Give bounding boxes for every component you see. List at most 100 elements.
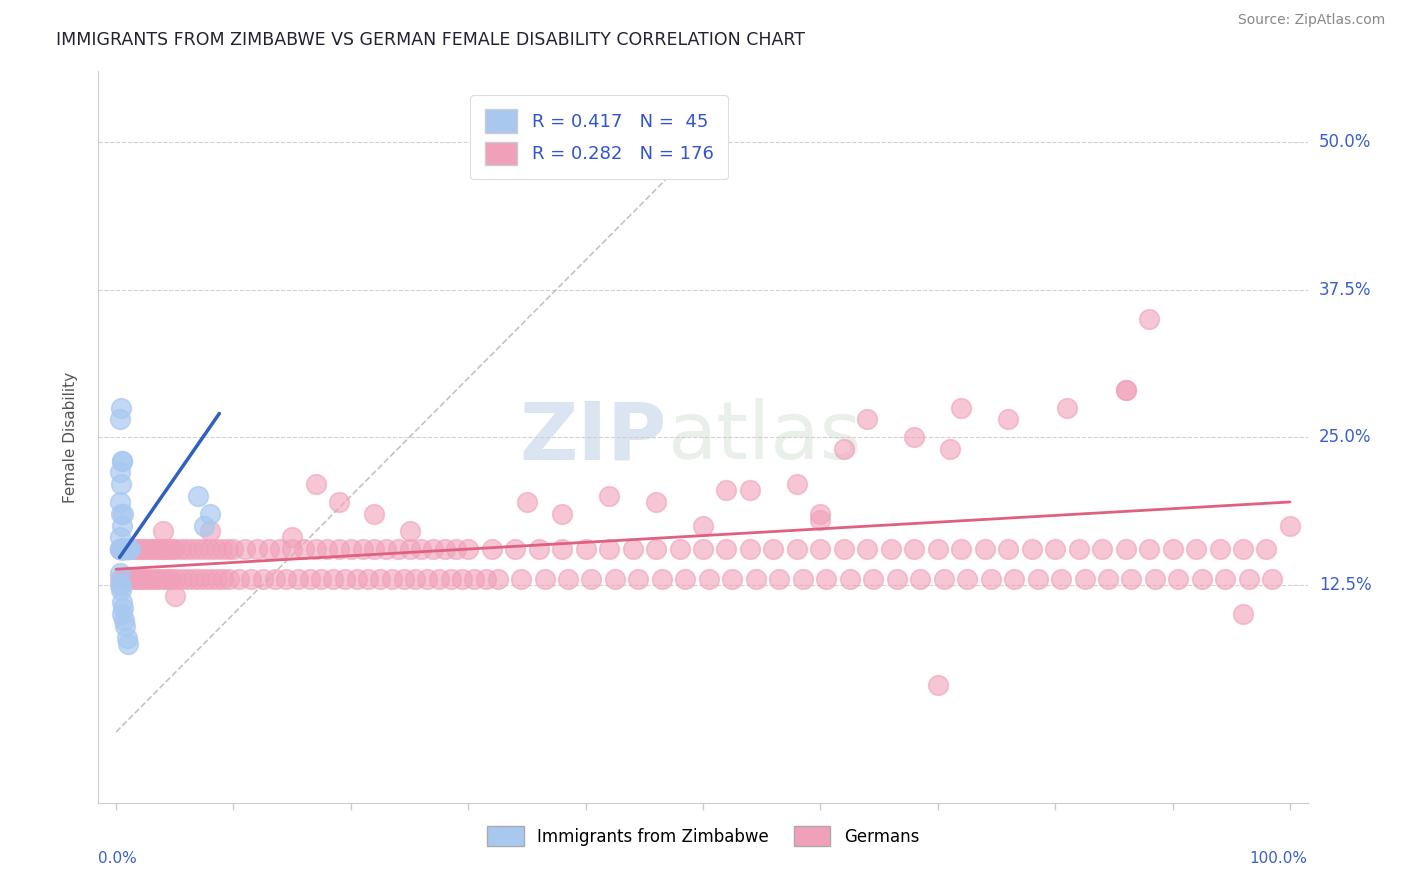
Point	[108, 542, 131, 557]
Point	[832, 442, 855, 456]
Point	[121, 572, 143, 586]
Point	[187, 542, 209, 557]
Point	[357, 572, 380, 586]
Point	[134, 542, 156, 557]
Point	[112, 507, 135, 521]
Point	[375, 542, 398, 557]
Text: 50.0%: 50.0%	[1319, 133, 1371, 151]
Point	[281, 530, 304, 544]
Point	[111, 518, 134, 533]
Point	[439, 572, 461, 586]
Point	[304, 542, 326, 557]
Point	[146, 542, 169, 557]
Point	[117, 542, 139, 557]
Point	[111, 453, 134, 467]
Text: 12.5%: 12.5%	[1319, 575, 1371, 593]
Point	[114, 619, 136, 633]
Point	[181, 542, 204, 557]
Point	[997, 412, 1019, 426]
Point	[808, 542, 831, 557]
Point	[110, 583, 132, 598]
Point	[463, 572, 485, 586]
Text: 100.0%: 100.0%	[1250, 851, 1308, 866]
Point	[527, 542, 550, 557]
Point	[204, 542, 226, 557]
Point	[1097, 572, 1119, 586]
Point	[112, 542, 135, 557]
Point	[110, 507, 132, 521]
Point	[115, 631, 138, 645]
Point	[281, 542, 304, 557]
Point	[1191, 572, 1213, 586]
Point	[692, 542, 714, 557]
Point	[645, 495, 668, 509]
Point	[1185, 542, 1208, 557]
Point	[368, 572, 391, 586]
Legend: Immigrants from Zimbabwe, Germans: Immigrants from Zimbabwe, Germans	[481, 820, 925, 853]
Point	[112, 542, 135, 557]
Point	[112, 613, 135, 627]
Point	[808, 513, 831, 527]
Point	[1232, 542, 1254, 557]
Point	[108, 466, 131, 480]
Point	[128, 542, 150, 557]
Point	[228, 572, 250, 586]
Point	[533, 572, 555, 586]
Point	[627, 572, 650, 586]
Point	[908, 572, 931, 586]
Point	[340, 542, 363, 557]
Point	[486, 572, 509, 586]
Point	[651, 572, 673, 586]
Point	[131, 542, 153, 557]
Point	[333, 572, 356, 586]
Point	[205, 572, 228, 586]
Point	[114, 542, 136, 557]
Point	[1137, 312, 1160, 326]
Point	[118, 572, 141, 586]
Point	[263, 572, 285, 586]
Point	[328, 542, 350, 557]
Point	[557, 572, 579, 586]
Point	[110, 401, 132, 415]
Point	[1121, 572, 1143, 586]
Point	[193, 518, 215, 533]
Text: 25.0%: 25.0%	[1319, 428, 1371, 446]
Point	[738, 483, 761, 498]
Point	[193, 542, 215, 557]
Point	[112, 542, 135, 557]
Point	[110, 542, 132, 557]
Point	[165, 572, 187, 586]
Point	[1026, 572, 1049, 586]
Point	[1278, 518, 1301, 533]
Point	[886, 572, 908, 586]
Point	[551, 507, 574, 521]
Point	[768, 572, 790, 586]
Point	[141, 572, 163, 586]
Point	[110, 542, 132, 557]
Point	[145, 572, 167, 586]
Point	[176, 542, 198, 557]
Point	[745, 572, 768, 586]
Point	[927, 542, 949, 557]
Point	[129, 572, 152, 586]
Point	[148, 572, 170, 586]
Point	[697, 572, 720, 586]
Point	[457, 542, 479, 557]
Point	[108, 572, 131, 586]
Point	[152, 524, 174, 539]
Point	[392, 572, 415, 586]
Point	[363, 507, 385, 521]
Point	[194, 572, 217, 586]
Point	[127, 572, 149, 586]
Point	[598, 489, 620, 503]
Point	[217, 542, 239, 557]
Point	[581, 572, 603, 586]
Point	[786, 542, 808, 557]
Point	[117, 636, 139, 650]
Point	[304, 477, 326, 491]
Point	[222, 542, 245, 557]
Point	[451, 572, 474, 586]
Point	[973, 542, 995, 557]
Point	[1167, 572, 1189, 586]
Point	[551, 542, 574, 557]
